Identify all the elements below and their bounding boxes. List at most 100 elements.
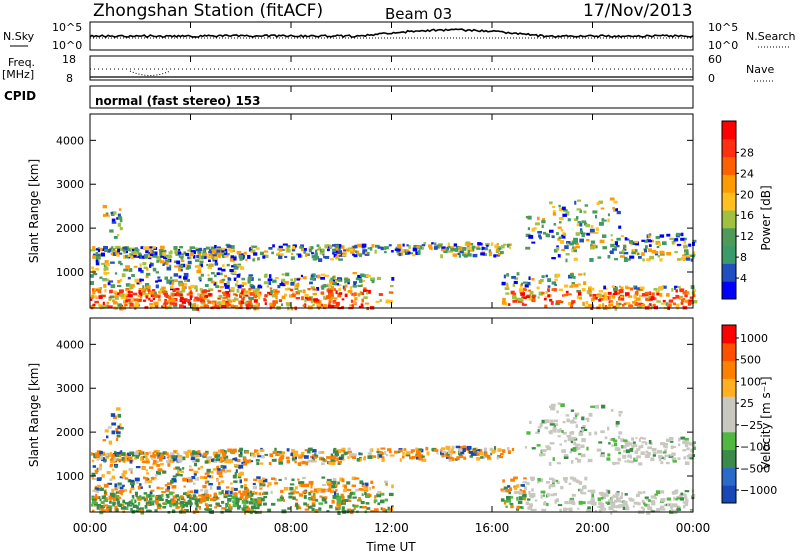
- scatter-cell: [632, 301, 636, 304]
- scatter-cell: [137, 498, 142, 501]
- scatter-cell: [665, 302, 669, 306]
- scatter-cell: [199, 288, 203, 291]
- scatter-cell: [687, 456, 692, 460]
- scatter-cell: [611, 502, 615, 506]
- scatter-cell: [689, 296, 693, 299]
- scatter-cell: [234, 457, 238, 462]
- scatter-cell: [647, 506, 653, 510]
- scatter-cell: [624, 440, 629, 444]
- scatter-cell: [335, 506, 340, 509]
- nsky-label: N.Sky: [3, 30, 35, 43]
- scatter-cell: [326, 481, 331, 484]
- scatter-cell: [115, 491, 121, 494]
- scatter-cell: [619, 289, 624, 293]
- scatter-cell: [692, 446, 696, 450]
- scatter-cell: [626, 506, 630, 511]
- colorbar-tick-label: −1000: [740, 484, 777, 497]
- scatter-cell: [471, 245, 476, 249]
- scatter-cell: [180, 506, 184, 511]
- scatter-cell: [143, 498, 146, 502]
- scatter-cell: [248, 459, 251, 463]
- scatter-cell: [569, 451, 572, 454]
- scatter-cell: [590, 287, 595, 291]
- scatter-cell: [183, 451, 186, 454]
- scatter-cell: [436, 450, 439, 455]
- scatter-cell: [280, 494, 283, 498]
- scatter-cell: [307, 450, 311, 454]
- scatter-cell: [172, 458, 176, 462]
- scatter-cell: [123, 255, 127, 259]
- scatter-cell: [117, 425, 120, 429]
- scatter-cell: [333, 288, 336, 291]
- scatter-cell: [625, 504, 629, 507]
- scatter-cell: [187, 499, 192, 504]
- scatter-cell: [322, 484, 327, 487]
- colorbar-tick-label: 500: [740, 354, 761, 367]
- scatter-cell: [577, 199, 581, 202]
- scatter-cell: [137, 252, 142, 256]
- scatter-cell: [334, 297, 338, 300]
- scatter-cell: [444, 248, 449, 251]
- scatter-cell: [352, 245, 357, 249]
- scatter-cell: [562, 232, 566, 235]
- scatter-cell: [104, 246, 108, 250]
- scatter-cell: [578, 481, 583, 485]
- scatter-cell: [152, 246, 156, 249]
- scatter-cell: [216, 454, 221, 458]
- scatter-cell: [304, 293, 309, 298]
- scatter-cell: [659, 293, 663, 297]
- scatter-cell: [531, 488, 534, 492]
- scatter-cell: [429, 246, 432, 250]
- scatter-cell: [455, 445, 461, 449]
- scatter-cell: [104, 289, 107, 293]
- scatter-cell: [673, 496, 676, 501]
- scatter-cell: [183, 509, 189, 512]
- scatter-cell: [674, 238, 679, 241]
- scatter-cell: [332, 248, 336, 253]
- scatter-cell: [120, 492, 123, 496]
- scatter-cell: [107, 278, 110, 282]
- scatter-cell: [594, 510, 598, 513]
- scatter-cell: [338, 258, 343, 261]
- scatter-cell: [600, 507, 604, 511]
- scatter-cell: [149, 491, 153, 495]
- scatter-cell: [343, 249, 347, 252]
- scatter-cell: [188, 495, 193, 498]
- scatter-cell: [231, 270, 237, 274]
- scatter-cell: [111, 494, 115, 498]
- scatter-cell: [125, 299, 128, 303]
- scatter-cell: [220, 286, 223, 289]
- scatter-cell: [197, 250, 202, 254]
- scatter-cell: [259, 483, 264, 487]
- scatter-cell: [166, 279, 170, 284]
- scatter-cell: [415, 251, 420, 255]
- scatter-cell: [138, 289, 141, 294]
- scatter-cell: [103, 505, 106, 508]
- scatter-cell: [145, 295, 148, 299]
- colorbar-swatch: [722, 263, 736, 282]
- scatter-cell: [402, 451, 405, 455]
- scatter-cell: [302, 248, 307, 251]
- scatter-cell: [510, 290, 515, 295]
- scatter-cell: [241, 277, 245, 281]
- scatter-cell: [249, 284, 254, 288]
- scatter-cell: [357, 243, 362, 248]
- scatter-cell: [552, 457, 555, 461]
- scatter-cell: [267, 291, 273, 296]
- scatter-cell: [236, 289, 240, 293]
- scatter-cell: [413, 244, 418, 248]
- scatter-cell: [171, 499, 177, 504]
- scatter-cell: [642, 437, 647, 440]
- scatter-cell: [359, 458, 362, 462]
- scatter-cell: [648, 291, 652, 295]
- scatter-cell: [311, 502, 316, 506]
- scatter-cell: [174, 265, 179, 268]
- scatter-cell: [125, 265, 130, 269]
- scatter-cell: [570, 302, 574, 305]
- scatter-cell: [551, 478, 556, 483]
- scatter-cell: [139, 486, 143, 489]
- scatter-cell: [212, 254, 217, 257]
- scatter-cell: [598, 509, 602, 513]
- scatter-cell: [290, 495, 294, 499]
- scatter-cell: [149, 303, 153, 306]
